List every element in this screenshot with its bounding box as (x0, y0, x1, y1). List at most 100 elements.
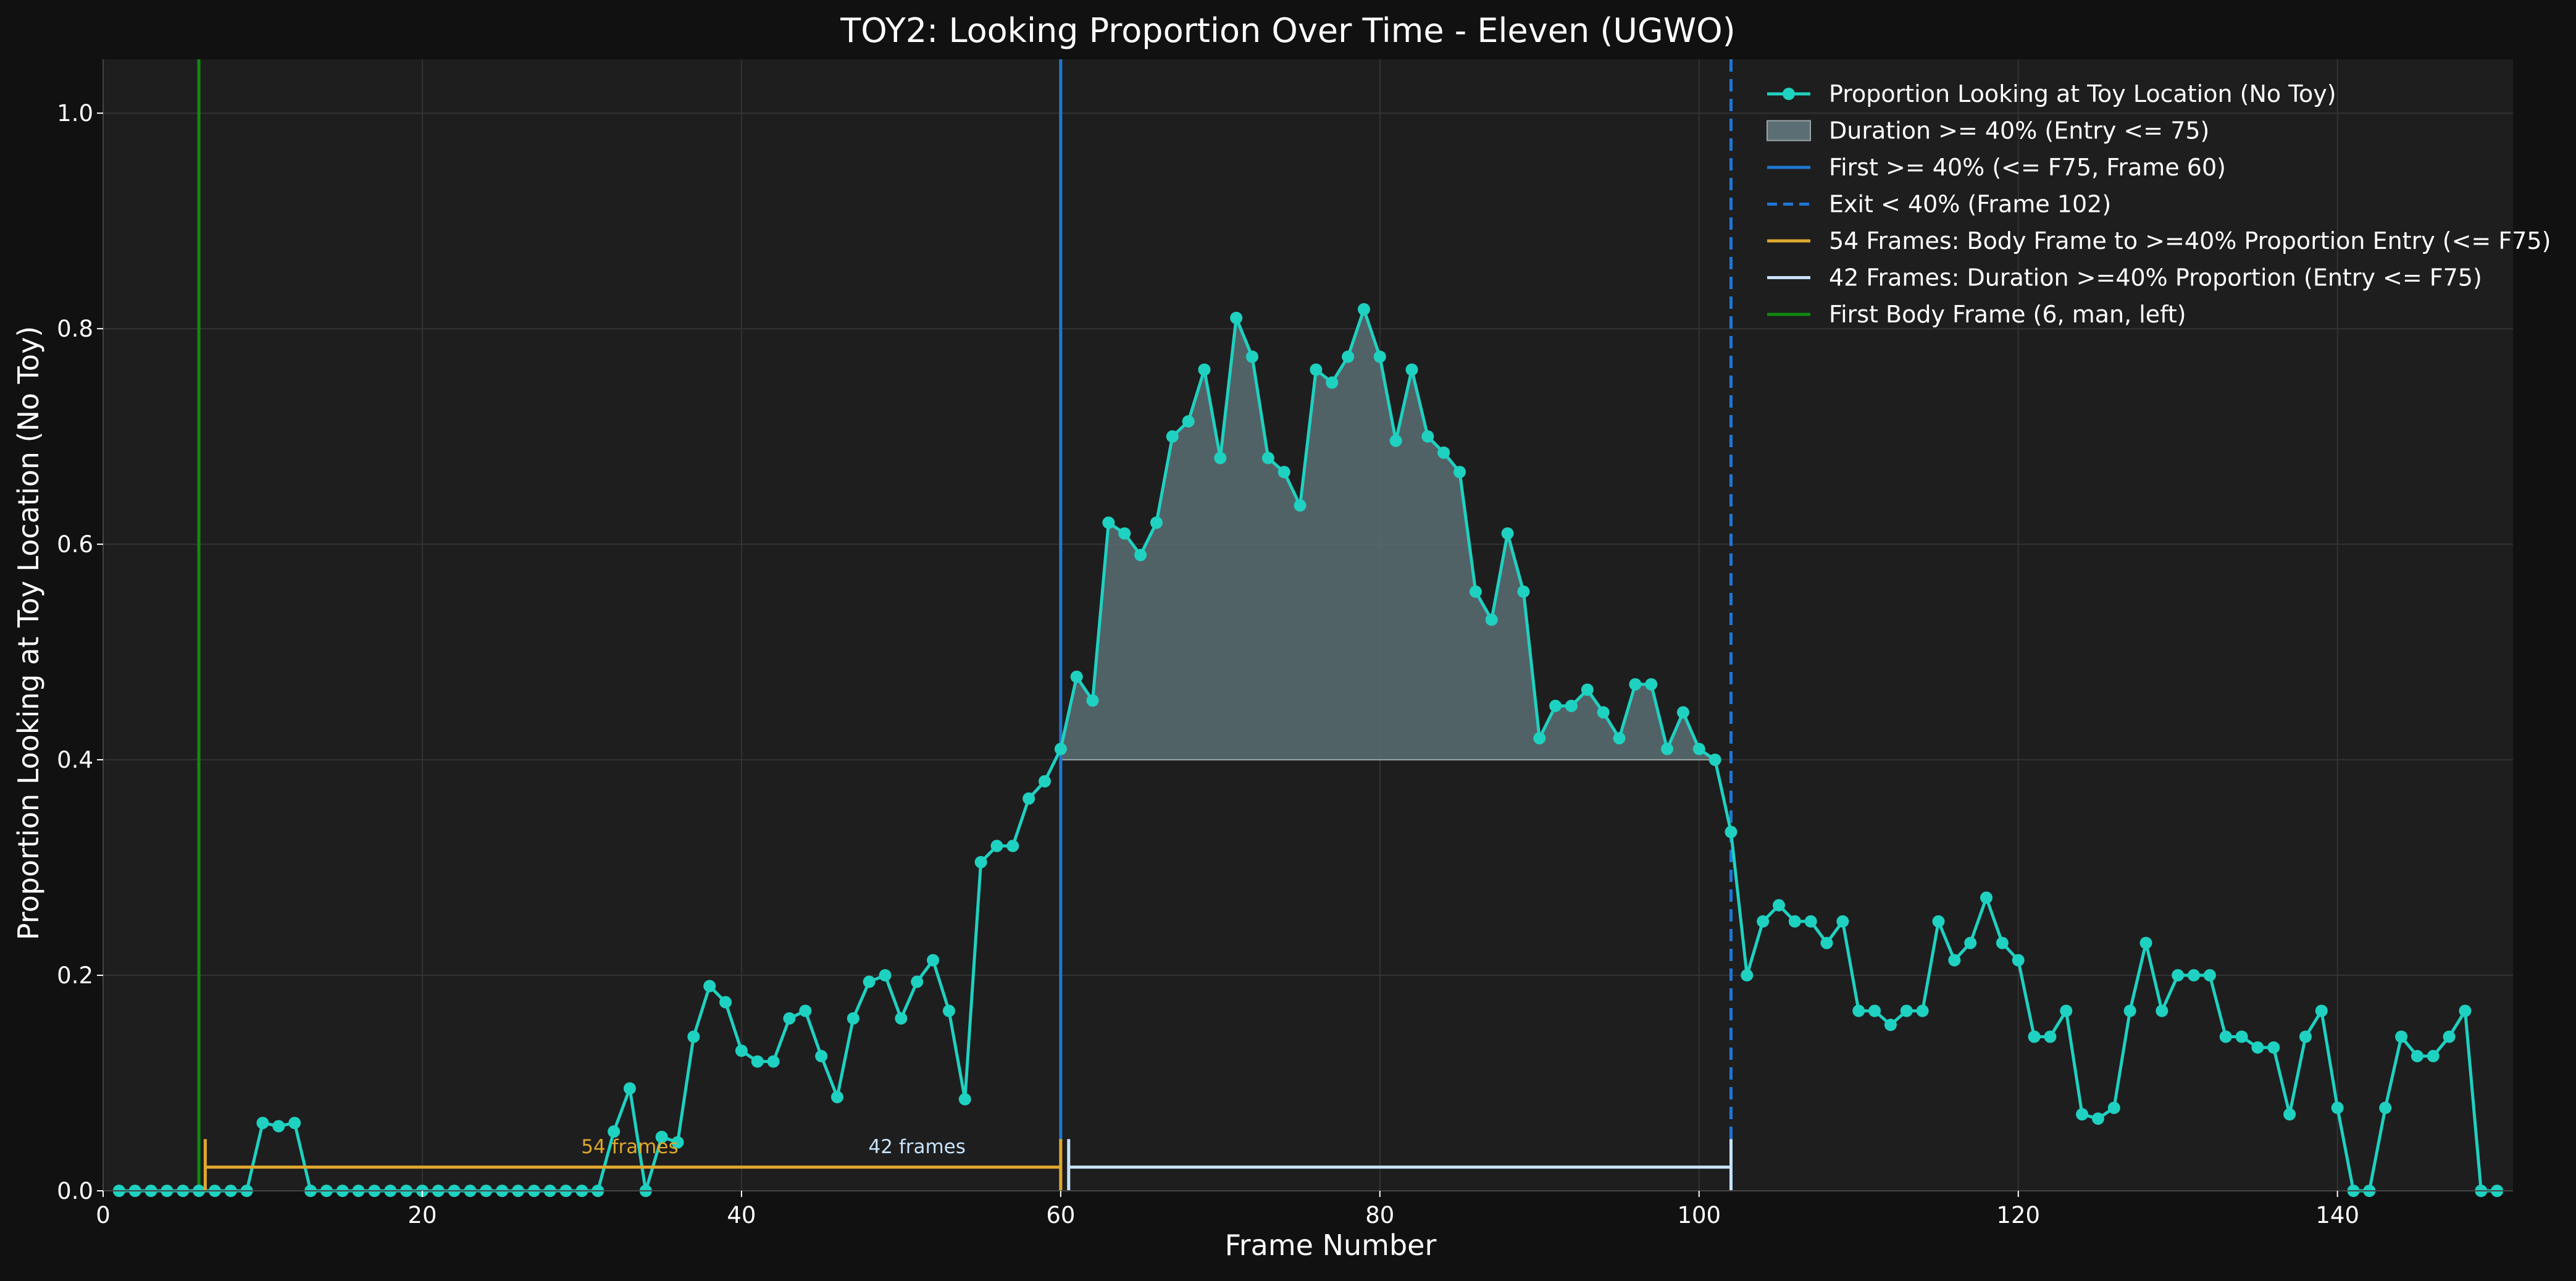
data-point (1581, 684, 1594, 696)
data-point (1390, 435, 1402, 447)
y-axis-label: Proportion Looking at Toy Location (No T… (12, 326, 45, 940)
y-tick-label: 0.6 (57, 531, 93, 558)
legend-handle-fill (1767, 121, 1810, 141)
data-point (1852, 1005, 1865, 1017)
data-point (2140, 937, 2152, 949)
data-point (1326, 376, 1338, 388)
data-point (2411, 1050, 2423, 1062)
x-tick-label: 60 (1046, 1202, 1075, 1228)
data-point (2315, 1005, 2328, 1017)
data-point (1901, 1005, 1913, 1017)
data-point (2267, 1041, 2280, 1054)
data-point (751, 1056, 764, 1068)
data-point (1055, 743, 1067, 755)
data-point (2443, 1030, 2456, 1043)
data-point (1613, 732, 1626, 744)
data-point (1533, 732, 1545, 744)
data-point (1230, 312, 1242, 324)
data-point (1071, 671, 1083, 683)
y-tick-label: 0.2 (57, 962, 93, 989)
legend-label: First >= 40% (<= F75, Frame 60) (1829, 154, 2226, 181)
data-point (1565, 700, 1578, 712)
x-tick-label: 20 (408, 1202, 437, 1228)
data-point (1884, 1018, 1897, 1031)
legend-label: 42 Frames: Duration >=40% Proportion (En… (1829, 264, 2482, 292)
data-point (1868, 1005, 1881, 1017)
x-tick-label: 140 (2315, 1202, 2359, 1228)
legend-label: Exit < 40% (Frame 102) (1829, 191, 2111, 218)
data-point (1996, 937, 2009, 949)
data-point (1437, 447, 1450, 459)
data-point (2188, 969, 2200, 981)
data-point (1821, 937, 1833, 949)
data-point (1932, 915, 1944, 928)
data-point (831, 1091, 843, 1103)
data-point (1836, 915, 1849, 928)
data-point (2028, 1030, 2041, 1043)
data-point (895, 1012, 907, 1025)
data-point (2459, 1005, 2471, 1017)
data-point (767, 1056, 780, 1068)
data-point (1310, 363, 1322, 376)
data-point (2092, 1112, 2104, 1125)
data-point (687, 1030, 700, 1043)
data-point (1948, 954, 1960, 967)
data-point (1246, 351, 1258, 363)
data-point (1709, 754, 1721, 766)
y-tick-label: 1.0 (57, 100, 93, 127)
data-point (1629, 678, 1641, 691)
data-point (1102, 516, 1114, 529)
data-point (1517, 586, 1529, 598)
data-point (990, 840, 1003, 852)
data-point (1502, 527, 1514, 540)
data-point (1980, 891, 1993, 904)
data-point (975, 856, 987, 868)
legend-label: Proportion Looking at Toy Location (No T… (1829, 80, 2336, 107)
data-point (1118, 527, 1131, 540)
bracket-1-label: 42 frames (869, 1136, 966, 1158)
data-point (1006, 840, 1019, 852)
data-point (879, 969, 892, 981)
data-point (1342, 351, 1354, 363)
data-point (943, 1005, 955, 1017)
data-point (815, 1050, 827, 1062)
chart-title: TOY2: Looking Proportion Over Time - Ele… (840, 11, 1736, 50)
x-axis-label: Frame Number (1225, 1228, 1437, 1262)
data-point (1134, 549, 1147, 561)
data-point (911, 976, 923, 988)
data-point (1757, 915, 1769, 928)
data-point (863, 976, 876, 988)
data-point (1358, 303, 1370, 316)
x-tick-label: 120 (1996, 1202, 2040, 1228)
bracket-0-label: 54 frames (581, 1136, 678, 1158)
data-point (1549, 700, 1562, 712)
data-point (2156, 1005, 2168, 1017)
data-point (2076, 1108, 2088, 1120)
data-point (1406, 363, 1418, 376)
data-point (1453, 466, 1466, 478)
legend-label: First Body Frame (6, man, left) (1829, 301, 2186, 328)
data-point (1022, 792, 1035, 805)
data-point (1166, 430, 1179, 443)
data-point (1039, 775, 1051, 788)
y-tick-label: 0.4 (57, 747, 93, 773)
data-point (1262, 452, 1274, 464)
data-point (2379, 1102, 2391, 1114)
data-point (2060, 1005, 2072, 1017)
data-point (847, 1012, 859, 1025)
data-point (1661, 743, 1673, 755)
data-point (2251, 1041, 2264, 1054)
data-point (1725, 826, 1737, 838)
data-point (1741, 969, 1753, 981)
data-point (2236, 1030, 2248, 1043)
data-point (1278, 466, 1290, 478)
data-point (288, 1117, 301, 1129)
data-point (2204, 969, 2216, 981)
data-point (927, 954, 939, 967)
y-tick-label: 0.8 (57, 316, 93, 342)
data-point (1486, 613, 1498, 626)
data-point (2299, 1030, 2312, 1043)
y-tick-label: 0.0 (57, 1178, 93, 1204)
data-point (2220, 1030, 2232, 1043)
